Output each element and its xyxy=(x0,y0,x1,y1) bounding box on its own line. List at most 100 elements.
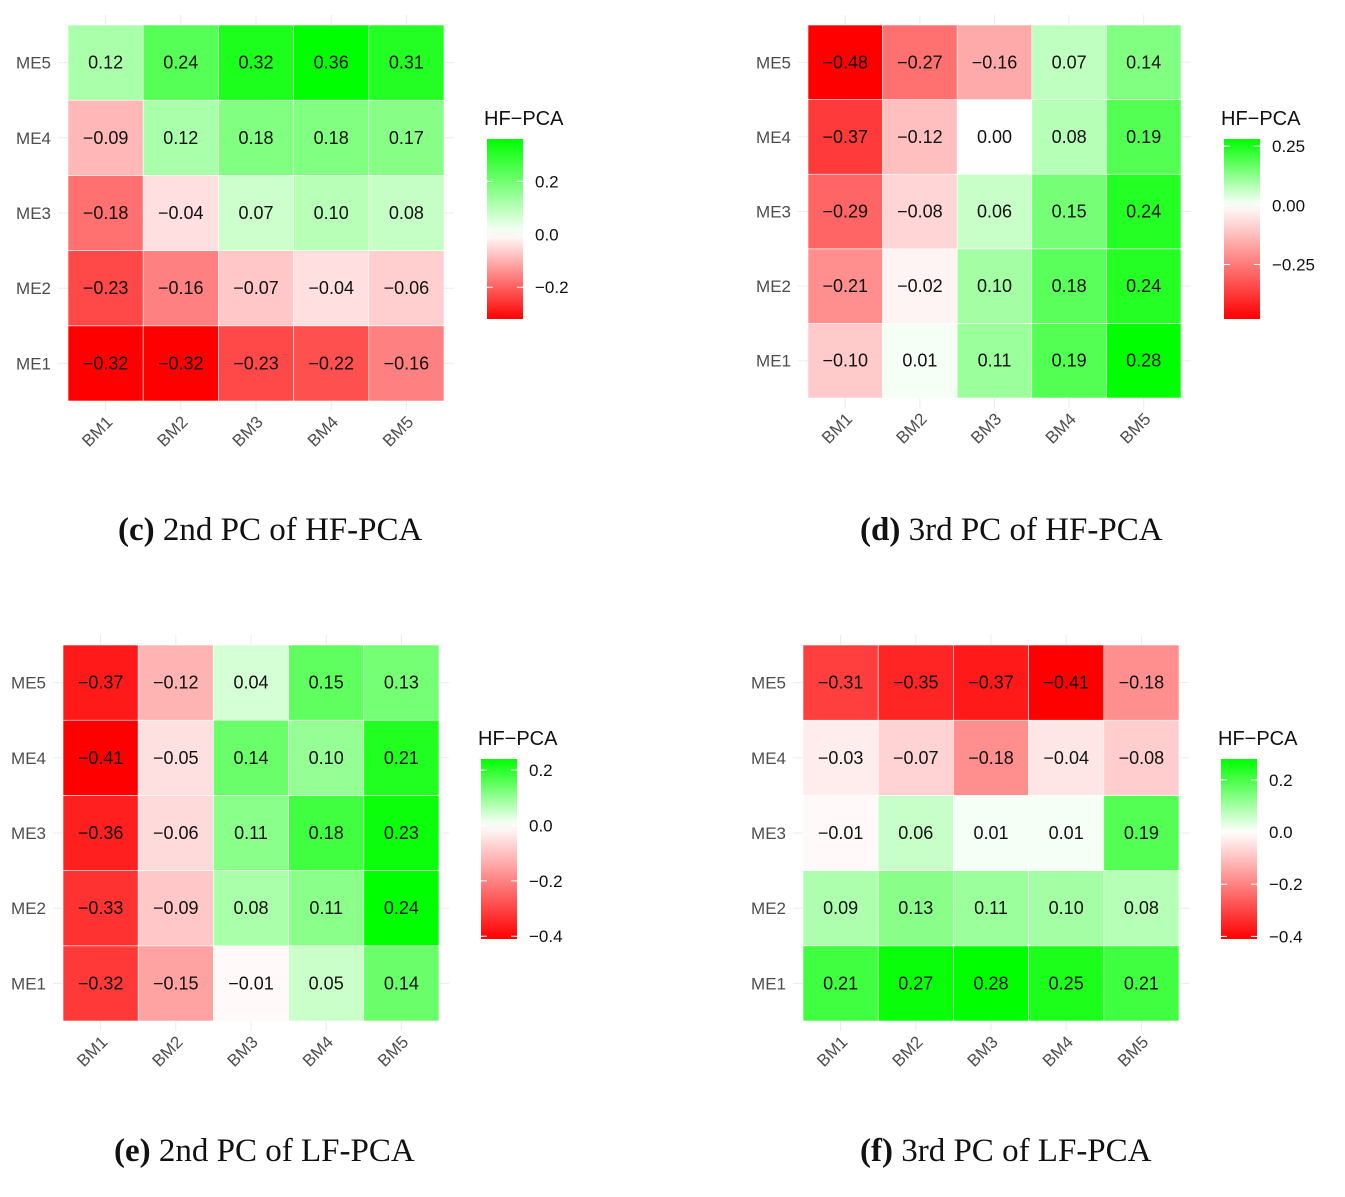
cell-value-label-ME5-BM5: −0.18 xyxy=(1119,673,1165,693)
y-tick-label-ME1: ME1 xyxy=(751,974,786,993)
heatmap-cell-ME3-BM1 xyxy=(807,173,883,250)
cell-value-label-ME1-BM4: 0.05 xyxy=(309,973,344,993)
x-tick-label-BM1: BM1 xyxy=(78,412,116,450)
heatmap-cell-ME4-BM1 xyxy=(807,99,883,175)
legend-tick-label: 0.2 xyxy=(535,172,559,191)
cell-value-label-ME3-BM2: −0.08 xyxy=(897,202,943,222)
y-tick-label-ME5: ME5 xyxy=(11,674,46,693)
cell-value-label-ME5-BM1: −0.31 xyxy=(818,673,864,693)
heatmap-cell-ME3-BM4 xyxy=(1031,173,1107,250)
cell-value-label-ME2-BM3: 0.08 xyxy=(233,898,268,918)
x-tick-label-BM4: BM4 xyxy=(299,1032,337,1070)
cell-value-label-ME2-BM3: 0.11 xyxy=(974,898,1008,918)
heatmap-cell-ME4-BM1 xyxy=(67,99,144,176)
cell-value-label-ME2-BM1: −0.23 xyxy=(83,278,129,298)
cell-value-label-ME1-BM3: 0.28 xyxy=(973,973,1008,993)
cell-value-label-ME4-BM3: −0.18 xyxy=(968,748,1014,768)
cell-value-label-ME4-BM3: 0.00 xyxy=(977,127,1012,147)
legend-tick-label: −0.2 xyxy=(535,278,569,297)
legend-tick-label: −0.25 xyxy=(1272,256,1315,275)
y-tick-label-ME3: ME3 xyxy=(751,824,786,843)
heatmap-cell-ME5-BM4 xyxy=(293,24,370,101)
cell-value-label-ME5-BM5: 0.14 xyxy=(1126,52,1161,72)
heatmap-cell-ME3-BM4 xyxy=(1028,795,1105,871)
heatmap-cell-ME1-BM5 xyxy=(1106,323,1182,399)
cell-value-label-ME1-BM4: 0.19 xyxy=(1052,351,1087,371)
cell-value-label-ME4-BM4: 0.08 xyxy=(1052,127,1087,147)
cell-value-label-ME1-BM5: −0.16 xyxy=(384,353,430,373)
cell-value-label-ME4-BM5: 0.17 xyxy=(389,128,424,148)
legend-tick-label: −0.2 xyxy=(1269,875,1303,894)
heatmap-cell-ME2-BM3 xyxy=(213,870,289,947)
legend-title: HF−PCA xyxy=(1221,108,1301,130)
y-tick-label-ME5: ME5 xyxy=(16,54,51,73)
cell-value-label-ME3-BM1: −0.01 xyxy=(818,823,864,843)
y-tick-label-ME5: ME5 xyxy=(751,674,786,693)
heatmap-cell-ME5-BM3 xyxy=(956,24,1033,100)
heatmap-cell-ME2-BM4 xyxy=(1028,870,1105,947)
x-tick-label-BM2: BM2 xyxy=(153,412,191,450)
cell-value-label-ME4-BM2: −0.12 xyxy=(897,127,943,147)
heatmap-cell-ME1-BM2 xyxy=(877,945,954,1022)
x-tick-label-BM5: BM5 xyxy=(374,1032,412,1070)
caption-e: (e) 2nd PC of LF-PCA xyxy=(114,1133,415,1170)
cell-value-label-ME4-BM1: −0.41 xyxy=(78,748,124,768)
cell-value-label-ME4-BM1: −0.09 xyxy=(83,128,129,148)
cell-value-label-ME5-BM4: 0.07 xyxy=(1052,52,1087,72)
cell-value-label-ME2-BM5: 0.08 xyxy=(1124,898,1159,918)
cell-value-label-ME3-BM2: −0.04 xyxy=(158,203,204,223)
caption-c-letter: (c) xyxy=(118,512,155,548)
caption-d: (d) 3rd PC of HF-PCA xyxy=(860,512,1163,549)
cell-value-label-ME3-BM4: 0.15 xyxy=(1052,202,1087,222)
heatmap-cell-ME3-BM3 xyxy=(213,795,289,871)
cell-value-label-ME2-BM2: −0.09 xyxy=(153,898,199,918)
y-tick-label-ME2: ME2 xyxy=(16,279,51,298)
y-tick-label-ME1: ME1 xyxy=(11,974,46,993)
y-tick-label-ME3: ME3 xyxy=(16,204,51,223)
legend-colorbar xyxy=(487,139,523,319)
cell-value-label-ME3-BM3: 0.11 xyxy=(234,823,268,843)
heatmap-cell-ME4-BM2 xyxy=(882,99,958,175)
heatmap-cell-ME2-BM5 xyxy=(363,870,440,947)
heatmap-panel-c: −0.32 −0.32 −0.23 −0.22 −0.16 −0.23 −0.16 −0.07… xyxy=(0,0,660,500)
heatmap-cell-ME2-BM2 xyxy=(877,870,954,947)
cell-value-label-ME4-BM2: −0.05 xyxy=(153,748,199,768)
heatmap-cell-ME2-BM1 xyxy=(62,870,139,947)
cell-value-label-ME3-BM1: −0.18 xyxy=(83,203,129,223)
cell-value-label-ME1-BM2: 0.27 xyxy=(898,973,933,993)
x-tick-label-BM5: BM5 xyxy=(1116,409,1154,447)
cell-value-label-ME2-BM4: 0.10 xyxy=(1049,898,1084,918)
legend-tick-label: 0.2 xyxy=(1269,771,1293,790)
cell-value-label-ME1-BM3: 0.11 xyxy=(978,351,1012,371)
legend-colorbar xyxy=(1221,759,1257,939)
legend-title: HF−PCA xyxy=(484,108,564,130)
cell-value-label-ME4-BM2: 0.12 xyxy=(163,128,198,148)
heatmap-cell-ME2-BM1 xyxy=(802,870,879,947)
heatmap-cell-ME5-BM2 xyxy=(142,24,219,101)
heatmap-cell-ME5-BM1 xyxy=(67,24,144,101)
cell-value-label-ME2-BM2: −0.16 xyxy=(158,278,204,298)
cell-value-label-ME4-BM5: 0.21 xyxy=(384,748,419,768)
heatmap-cell-ME3-BM2 xyxy=(137,795,214,871)
legend-tick-label: 0.2 xyxy=(529,761,553,780)
heatmap-cell-ME1-BM4 xyxy=(1028,945,1105,1022)
heatmap-cell-ME1-BM5 xyxy=(368,325,445,402)
heatmap-cell-ME3-BM5 xyxy=(363,795,440,871)
cell-value-label-ME2-BM4: 0.18 xyxy=(1052,276,1087,296)
cell-value-label-ME1-BM5: 0.28 xyxy=(1126,351,1161,371)
cell-value-label-ME4-BM5: 0.19 xyxy=(1126,127,1161,147)
cell-value-label-ME5-BM4: 0.15 xyxy=(309,673,344,693)
heatmap-cell-ME1-BM1 xyxy=(62,945,139,1022)
cell-value-label-ME2-BM2: 0.13 xyxy=(898,898,933,918)
cell-value-label-ME2-BM5: −0.06 xyxy=(384,278,430,298)
heatmap-cell-ME1-BM3 xyxy=(213,945,289,1022)
heatmap-cell-ME1-BM3 xyxy=(953,945,1029,1022)
heatmap-panel-e: −0.32 −0.15 −0.01 0.05 0.14 −0.33 −0.09 0.08 0.1… xyxy=(0,620,660,1120)
x-tick-label-BM3: BM3 xyxy=(967,409,1005,447)
y-tick-label-ME4: ME4 xyxy=(756,128,791,147)
cell-value-label-ME1-BM4: −0.22 xyxy=(308,353,354,373)
cell-value-label-ME3-BM5: 0.24 xyxy=(1126,202,1161,222)
cell-value-label-ME3-BM2: −0.06 xyxy=(153,823,199,843)
cell-value-label-ME2-BM4: 0.11 xyxy=(309,898,343,918)
heatmap-cell-ME4-BM4 xyxy=(293,99,370,176)
